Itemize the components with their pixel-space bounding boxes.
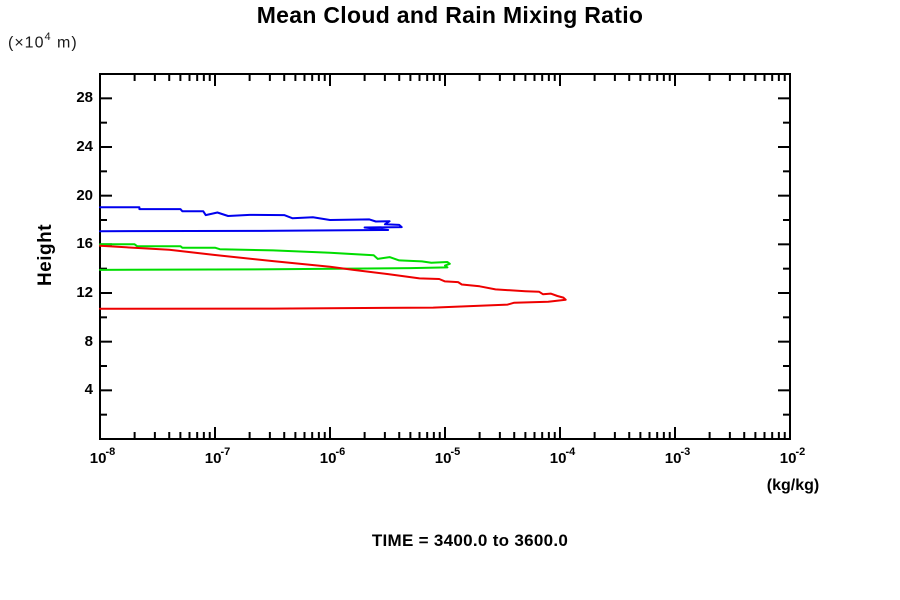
blue-profile-line (99, 206, 403, 233)
x-tick-base: 10 (549, 450, 567, 467)
x-tick-exponent: -8 (105, 446, 116, 458)
y-tick-label-24: 24 (76, 138, 93, 155)
y-tick-label-20: 20 (76, 186, 93, 204)
x-tick-label-1e-3: 10-3 (643, 446, 713, 467)
plot-frame (99, 73, 791, 440)
y-tick-label-8: 8 (84, 332, 93, 350)
x-tick-exponent: -5 (450, 446, 461, 458)
x-tick-exponent: -2 (795, 446, 806, 458)
x-tick-exponent: -6 (335, 446, 346, 458)
x-tick-label-1e-8: 10-8 (68, 446, 138, 467)
x-tick-base: 10 (319, 450, 337, 467)
time-caption: TIME = 3400.0 to 3600.0 (371, 531, 569, 550)
x-tick-base: 10 (779, 450, 797, 467)
x-tick-label-1e-4: 10-4 (528, 446, 598, 467)
y-axis-units-exponent: 4 (44, 31, 52, 43)
x-tick-base: 10 (204, 450, 222, 467)
x-tick-base: 10 (89, 450, 107, 467)
green-profile-line (99, 243, 451, 271)
x-tick-exponent: -3 (680, 446, 691, 458)
y-tick-label-4: 4 (84, 381, 93, 399)
y-axis-units-suffix: m) (51, 34, 78, 52)
y-axis-units: (×104 m) (8, 31, 78, 52)
y-tick-label-12: 12 (76, 284, 93, 301)
x-tick-label-1e-2: 10-2 (758, 446, 828, 467)
chart-title: Mean Cloud and Rain Mixing Ratio (256, 2, 644, 28)
x-tick-label-1e-6: 10-6 (298, 446, 368, 467)
red-profile-line (99, 244, 567, 310)
x-tick-exponent: -7 (220, 446, 231, 458)
x-axis-units: (kg/kg) (766, 477, 820, 494)
x-tick-exponent: -4 (565, 446, 576, 458)
x-tick-base: 10 (664, 450, 682, 467)
x-tick-label-1e-5: 10-5 (413, 446, 483, 467)
y-tick-label-16: 16 (76, 235, 93, 253)
x-tick-base: 10 (434, 450, 452, 467)
x-tick-label-1e-7: 10-7 (183, 446, 253, 467)
y-tick-label-28: 28 (76, 89, 93, 107)
y-axis-units-prefix: (×10 (8, 34, 45, 52)
